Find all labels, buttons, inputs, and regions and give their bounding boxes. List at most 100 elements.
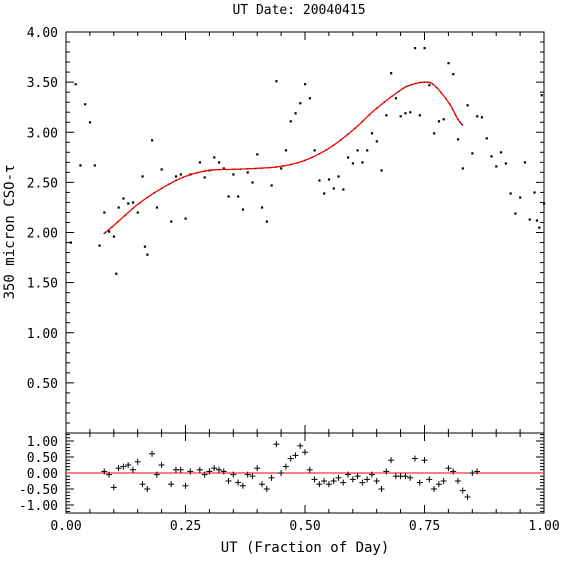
data-point	[351, 162, 354, 165]
fit-sample	[405, 85, 407, 88]
x-tick-label: 0.00	[50, 519, 81, 534]
residual-point	[211, 465, 218, 472]
data-point	[538, 226, 541, 229]
residual-point	[330, 478, 337, 484]
residual-point	[435, 481, 442, 488]
data-point	[514, 212, 517, 215]
x-tick-label: 1.00	[528, 519, 559, 534]
fit-sample	[189, 173, 191, 176]
top-y-tick-label: 3.00	[27, 126, 58, 141]
residual-point	[134, 458, 141, 465]
residual-point	[153, 471, 160, 478]
data-point	[409, 111, 412, 114]
fit-sample	[261, 167, 263, 169]
fit-sample	[461, 124, 464, 126]
data-point	[390, 72, 393, 75]
residual-point	[282, 463, 289, 470]
data-point	[304, 83, 307, 86]
fit-sample	[410, 84, 413, 86]
residual-point	[182, 482, 189, 489]
fit-sample	[107, 229, 110, 231]
fit-sample	[448, 103, 451, 105]
fit-sample	[459, 121, 461, 123]
top-panel-frame	[65, 31, 545, 434]
data-point	[117, 206, 120, 209]
data-point	[122, 197, 125, 200]
residual-point	[101, 468, 108, 475]
data-point	[442, 118, 445, 121]
fit-sample	[239, 168, 242, 170]
data-point	[308, 97, 311, 100]
residual-point	[431, 486, 438, 492]
data-point	[299, 102, 302, 105]
residual-point	[311, 476, 318, 483]
data-point	[184, 217, 187, 220]
residual-point	[110, 484, 117, 491]
residual-point	[373, 478, 380, 484]
chart-title: UT Date: 20040415	[232, 3, 365, 18]
residual-point	[378, 486, 385, 492]
data-point	[342, 188, 345, 191]
data-point	[456, 138, 460, 141]
top-y-tick-label: 2.00	[27, 227, 58, 242]
residual-point	[273, 441, 280, 448]
fit-sample	[454, 114, 457, 116]
data-point	[232, 173, 235, 176]
data-point	[213, 156, 216, 159]
residual-point	[278, 470, 285, 476]
data-point	[146, 253, 149, 256]
data-point	[143, 245, 147, 248]
fit-sample	[232, 168, 234, 171]
residual-point	[268, 474, 275, 481]
fit-sample	[376, 107, 378, 109]
data-point	[528, 218, 531, 221]
data-point	[222, 167, 225, 170]
residual-points	[101, 441, 481, 500]
residual-point	[187, 468, 194, 475]
residual-point	[464, 494, 471, 500]
axis-ticks	[65, 31, 545, 513]
residual-point	[402, 473, 409, 480]
data-point	[332, 187, 335, 190]
residual-point	[474, 468, 481, 475]
data-point	[485, 137, 488, 140]
residual-point	[149, 450, 156, 457]
data-point	[385, 114, 388, 117]
fit-curve-samples	[103, 81, 464, 235]
data-point	[112, 235, 115, 238]
fit-sample	[440, 92, 442, 94]
data-point	[404, 112, 407, 115]
data-point	[471, 152, 474, 155]
fit-sample	[426, 81, 429, 83]
bottom-y-tick-label: -0.50	[19, 483, 58, 498]
data-point	[327, 178, 331, 181]
fit-sample	[423, 81, 426, 83]
fit-sample	[131, 207, 134, 210]
data-point	[476, 115, 479, 118]
fit-sample	[225, 168, 227, 171]
residual-point	[340, 479, 347, 486]
fit-sample	[332, 144, 335, 146]
fit-sample	[398, 90, 400, 93]
data-point	[543, 202, 546, 205]
residual-point	[349, 476, 356, 483]
data-point	[246, 171, 249, 174]
x-axis-label: UT (Fraction of Day)	[221, 540, 390, 556]
data-point	[88, 121, 92, 124]
residual-point	[388, 457, 395, 464]
data-point	[289, 120, 292, 123]
residual-point	[263, 486, 270, 492]
data-point	[170, 220, 173, 223]
residual-point	[316, 481, 323, 488]
residual-point	[244, 471, 251, 478]
data-point	[256, 153, 259, 156]
residual-point	[215, 466, 222, 473]
residual-point	[450, 468, 457, 475]
data-point	[437, 120, 441, 123]
fit-sample	[297, 161, 299, 164]
data-point	[466, 104, 469, 107]
data-point	[103, 211, 106, 214]
fit-sample	[139, 201, 141, 204]
x-tick-labels: 0.00 0.25 0.50 0.75 1.00	[50, 519, 559, 534]
